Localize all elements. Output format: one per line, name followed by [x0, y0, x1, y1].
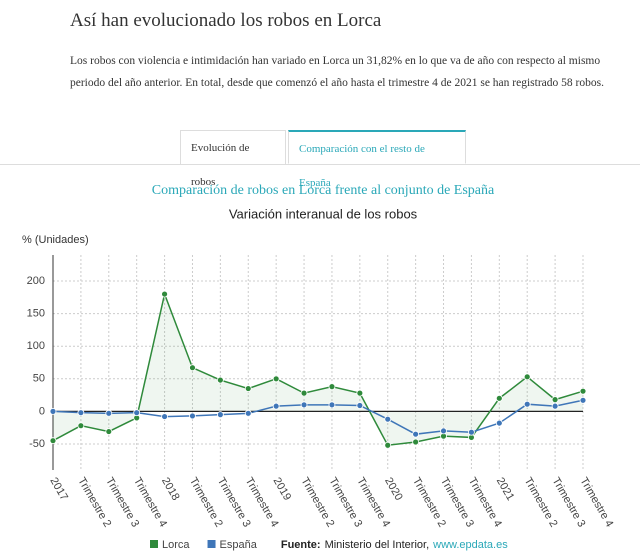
point [244, 385, 252, 392]
legend-label: Lorca [162, 539, 190, 551]
point [161, 413, 168, 420]
point [356, 389, 364, 397]
point [161, 290, 168, 298]
point [77, 422, 85, 430]
line [52, 399, 584, 435]
point [189, 364, 196, 372]
tab[interactable]: Evolución de robos [180, 130, 286, 188]
source-link[interactable]: www.epdata.es [432, 539, 508, 551]
point [523, 400, 531, 408]
point [216, 376, 224, 384]
source-label: Fuente: [281, 539, 321, 551]
x-tick-label: 2021 [494, 476, 517, 503]
point [384, 441, 392, 449]
point [495, 394, 503, 402]
point [189, 412, 196, 420]
point [468, 428, 475, 436]
point [105, 428, 113, 435]
point [272, 375, 280, 383]
point [412, 438, 420, 446]
point [216, 411, 224, 419]
point [523, 373, 531, 381]
point [328, 383, 336, 391]
point [328, 401, 336, 409]
legend-swatch [150, 540, 158, 548]
point [412, 430, 420, 438]
x-tick-label: 2019 [271, 476, 294, 503]
point [272, 402, 280, 410]
x-tick-label: 2018 [159, 476, 182, 503]
source-text: Ministerio del Interior, [325, 539, 430, 551]
point [356, 402, 364, 409]
tab-rule [0, 164, 640, 165]
x-tick-label: 2020 [382, 476, 405, 503]
point [495, 419, 503, 427]
point [133, 409, 141, 417]
point [105, 409, 113, 417]
point [244, 409, 252, 417]
chart-subtitle: Variación interanual de los robos [229, 206, 418, 221]
point [440, 427, 447, 435]
point [551, 402, 559, 410]
point [551, 396, 559, 404]
point [579, 396, 587, 404]
legend-swatch [207, 540, 216, 548]
y-axis-label: % (Unidades) [22, 234, 89, 246]
y-tick-label: 150 [27, 308, 45, 320]
y-tick-label: -50 [29, 438, 45, 450]
y-tick-label: 50 [33, 373, 45, 385]
area [53, 294, 583, 446]
y-tick-label: 0 [39, 405, 45, 417]
point [49, 437, 57, 445]
intro-text: Los robos con violencia e intimidación h… [70, 55, 604, 89]
point [384, 415, 392, 423]
chart-title: Comparación de robos en Lorca frente al … [152, 183, 495, 198]
point [300, 401, 308, 409]
legend-label: España [220, 539, 258, 551]
point [77, 409, 85, 417]
point [579, 387, 587, 395]
line [52, 291, 584, 447]
y-tick-label: 200 [27, 275, 45, 287]
point [300, 389, 308, 397]
y-tick-label: 100 [27, 340, 45, 352]
tab-active[interactable]: Comparación con el resto de España [288, 130, 466, 189]
x-tick-label: 2017 [47, 476, 70, 503]
page-title: Así han evolucionado los robos en Lorca [70, 10, 382, 31]
point [49, 407, 57, 415]
